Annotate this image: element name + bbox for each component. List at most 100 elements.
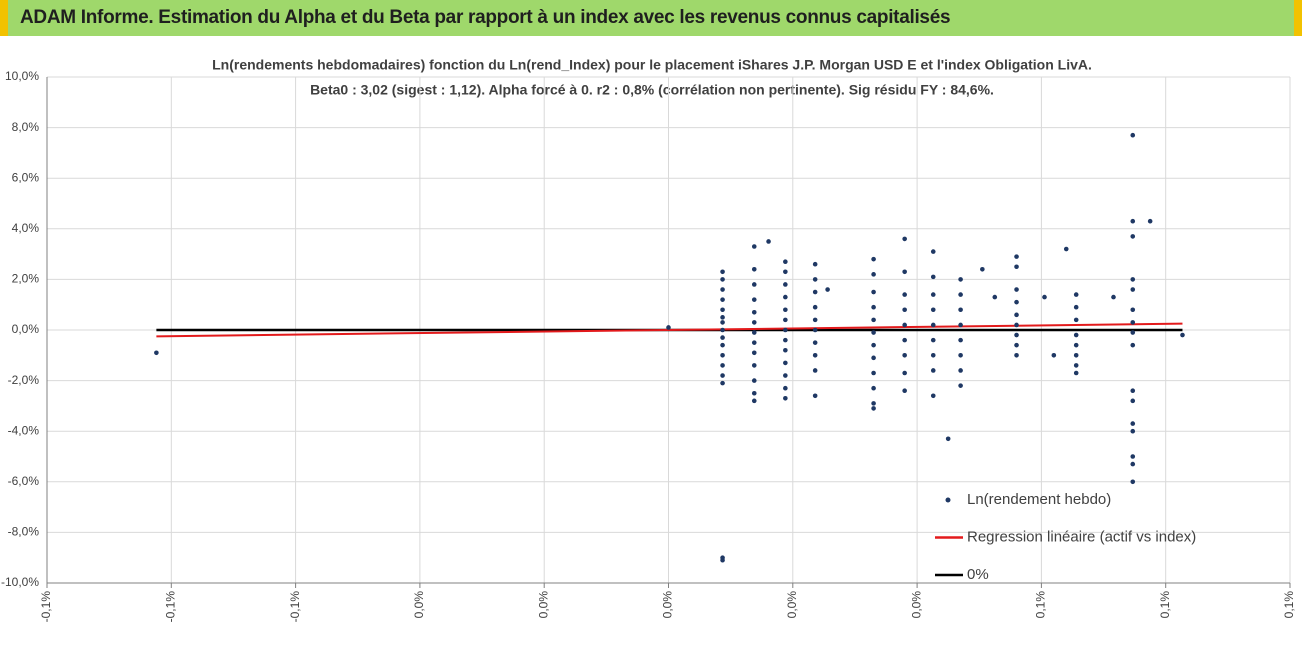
scatter-point bbox=[1111, 294, 1116, 300]
scatter-point bbox=[720, 297, 725, 302]
scatter-point bbox=[783, 307, 788, 313]
scatter-point bbox=[783, 269, 788, 275]
scatter-point bbox=[812, 289, 818, 295]
scatter-point bbox=[720, 320, 725, 325]
scatter-point bbox=[720, 342, 725, 348]
scatter-point bbox=[720, 307, 725, 313]
scatter-point bbox=[1130, 428, 1136, 434]
scatter-point bbox=[1130, 287, 1136, 292]
scatter-point bbox=[902, 322, 907, 328]
scatter-point bbox=[751, 244, 757, 249]
scatter-point bbox=[751, 330, 757, 335]
scatter-point bbox=[1130, 234, 1136, 239]
scatter-point bbox=[751, 378, 757, 383]
legend-label: Regression linéaire (actif vs index) bbox=[967, 528, 1196, 545]
legend-marker bbox=[945, 497, 951, 503]
scatter-point bbox=[720, 373, 725, 378]
x-tick-label: 0,0% bbox=[412, 591, 426, 619]
x-tick-label: -0,1% bbox=[39, 591, 53, 623]
scatter-point bbox=[1073, 363, 1079, 368]
scatter-point bbox=[930, 337, 936, 343]
scatter-point bbox=[751, 320, 757, 325]
scatter-point bbox=[154, 350, 159, 356]
scatter-point bbox=[812, 317, 818, 323]
scatter-point bbox=[902, 337, 907, 343]
scatter-point bbox=[958, 277, 963, 282]
scatter-point bbox=[1130, 307, 1136, 313]
scatter-point bbox=[871, 256, 876, 262]
y-tick-label: -2,0% bbox=[8, 373, 40, 387]
header: ADAM Informe. Estimation du Alpha et du … bbox=[0, 0, 1302, 36]
scatter-point bbox=[751, 266, 757, 272]
scatter-point bbox=[871, 406, 876, 411]
scatter-point bbox=[1014, 322, 1019, 328]
scatter-point bbox=[930, 249, 936, 254]
x-tick-label: 0,0% bbox=[661, 591, 675, 619]
chart-title: Ln(rendements hebdomadaires) fonction du… bbox=[212, 57, 1092, 73]
scatter-point bbox=[812, 327, 818, 333]
scatter-point bbox=[812, 277, 818, 282]
scatter-point bbox=[720, 353, 725, 358]
scatter-point bbox=[1073, 304, 1079, 310]
scatter-point bbox=[958, 383, 963, 388]
scatter-point bbox=[902, 269, 907, 275]
scatter-point bbox=[751, 309, 757, 315]
scatter-point bbox=[783, 327, 788, 333]
scatter-point bbox=[783, 396, 788, 401]
scatter-point bbox=[871, 401, 876, 406]
y-tick-label: 6,0% bbox=[12, 170, 40, 184]
scatter-point bbox=[1014, 342, 1019, 348]
y-tick-label: -6,0% bbox=[8, 474, 40, 488]
scatter-point bbox=[992, 294, 998, 300]
y-tick-label: 2,0% bbox=[12, 272, 40, 286]
scatter-point bbox=[1130, 388, 1136, 394]
scatter-point bbox=[902, 353, 907, 358]
x-tick-label: 0,0% bbox=[785, 591, 799, 619]
scatter-point bbox=[783, 373, 788, 378]
scatter-point bbox=[1014, 287, 1019, 292]
scatter-point bbox=[783, 337, 788, 343]
scatter-point bbox=[871, 342, 876, 348]
scatter-point bbox=[812, 368, 818, 373]
scatter-point bbox=[871, 330, 876, 335]
scatter-point bbox=[751, 363, 757, 368]
scatter-point bbox=[902, 292, 907, 297]
y-tick-label: 8,0% bbox=[12, 120, 40, 134]
x-tick-label: 0,1% bbox=[1034, 591, 1048, 619]
scatter-point bbox=[720, 315, 725, 320]
scatter-point bbox=[902, 307, 907, 313]
scatter-point bbox=[751, 390, 757, 396]
scatter-point bbox=[812, 393, 818, 399]
scatter-point bbox=[1063, 246, 1069, 252]
scatter-point bbox=[766, 239, 771, 244]
scatter-point bbox=[720, 287, 725, 292]
scatter-point bbox=[958, 292, 963, 297]
scatter-point bbox=[720, 380, 725, 386]
scatter-point bbox=[930, 368, 936, 373]
y-tick-label: -10,0% bbox=[1, 575, 39, 589]
y-tick-label: -8,0% bbox=[8, 525, 40, 539]
scatter-point bbox=[871, 289, 876, 295]
header-title: ADAM Informe. Estimation du Alpha et du … bbox=[20, 7, 951, 28]
scatter-point bbox=[930, 353, 936, 358]
scatter-point bbox=[720, 557, 725, 563]
scatter-point bbox=[783, 347, 788, 353]
scatter-point bbox=[1130, 330, 1136, 335]
scatter-point bbox=[783, 294, 788, 300]
scatter-point bbox=[812, 340, 818, 345]
scatter-point bbox=[720, 269, 725, 275]
scatter-point bbox=[930, 274, 936, 280]
scatter-point bbox=[1014, 312, 1019, 318]
x-tick-label: 0,1% bbox=[1282, 591, 1296, 619]
scatter-point bbox=[812, 261, 818, 267]
scatter-point bbox=[871, 355, 876, 361]
scatter-point bbox=[1130, 461, 1136, 467]
scatter-point bbox=[783, 282, 788, 287]
y-tick-label: -4,0% bbox=[8, 423, 40, 437]
series-line bbox=[156, 322, 1183, 338]
scatter-point bbox=[1014, 332, 1019, 338]
scatter-point bbox=[902, 236, 907, 242]
scatter-point bbox=[720, 327, 725, 333]
scatter-point bbox=[930, 322, 936, 328]
scatter-point bbox=[666, 325, 671, 330]
